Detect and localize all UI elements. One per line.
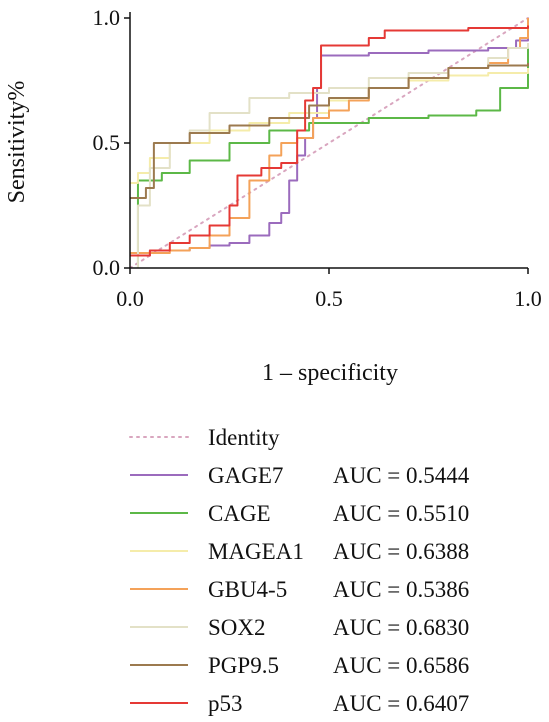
y-tick-label: 1.0 [93,5,121,30]
legend-item-sox2: SOX2 AUC = 0.6830 [130,615,469,640]
legend-label: PGP9.5 [208,653,279,678]
x-tick-label: 1.0 [514,286,542,311]
legend-label: GAGE7 [208,463,283,488]
axes: 0.0 0.5 1.0 0.0 0.5 1.0 [93,5,542,311]
legend-label: MAGEA1 [208,539,304,564]
identity-line [129,17,529,269]
legend-auc-value: AUC = 0.5386 [333,577,469,602]
legend-item-gbu4-5: GBU4-5 AUC = 0.5386 [130,577,469,602]
y-tick-label: 0.5 [93,130,121,155]
legend-item-p53: p53 AUC = 0.6407 [130,691,469,716]
legend-item-pgp9-5: PGP9.5 AUC = 0.6586 [130,653,469,678]
roc-line-cage [136,48,529,268]
roc-line-gage7 [130,38,529,257]
x-axis-title: 1 – specificity [262,360,398,386]
legend-auc-value: AUC = 0.6586 [333,653,469,678]
legend-item-identity: Identity [129,425,280,450]
legend-label: Identity [208,425,280,450]
legend-auc-value: AUC = 0.5444 [333,463,470,488]
legend-item-cage: CAGE AUC = 0.5510 [130,501,469,526]
x-ticks: 0.0 0.5 1.0 [116,268,542,311]
plot-area [129,17,529,269]
legend-auc-value: AUC = 0.6407 [333,691,469,716]
legend-auc-value: AUC = 0.6830 [333,615,469,640]
y-axis-title: Sensitivity% [4,81,30,204]
roc-line-p53 [130,25,529,257]
x-tick-label: 0.5 [315,286,343,311]
legend-label: CAGE [208,501,271,526]
legend-auc-value: AUC = 0.6388 [333,539,469,564]
y-ticks: 0.0 0.5 1.0 [93,5,130,280]
legend-auc-value: AUC = 0.5510 [333,501,469,526]
roc-line-sox2 [136,43,529,268]
legend-label: GBU4-5 [208,577,287,602]
legend-item-magea1: MAGEA1 AUC = 0.6388 [130,539,469,564]
x-tick-label: 0.0 [116,286,144,311]
legend-label: SOX2 [208,615,266,640]
legend-item-gage7: GAGE7 AUC = 0.5444 [130,463,470,488]
legend-label: p53 [208,691,243,716]
roc-line-pgp9-5 [130,63,529,199]
legend: Identity GAGE7 AUC = 0.5444 CAGE AUC = 0.551… [129,425,470,716]
y-tick-label: 0.0 [93,255,121,280]
